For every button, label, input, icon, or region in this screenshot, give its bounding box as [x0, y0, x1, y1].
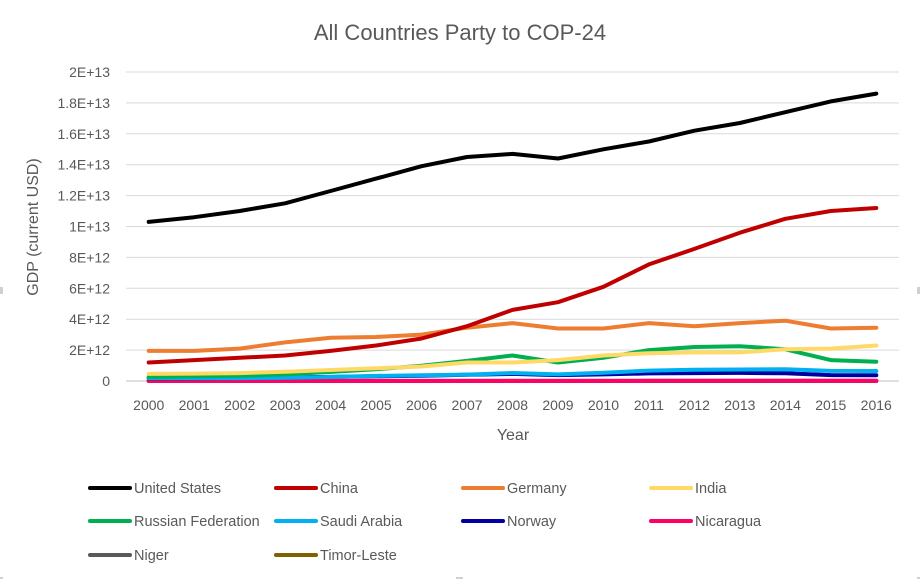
x-tick-label: 2004 [315, 397, 346, 413]
y-tick-label: 6E+12 [69, 280, 110, 296]
y-tick-label: 2E+13 [69, 64, 110, 80]
x-tick-label: 2016 [861, 397, 892, 413]
x-tick-label: 2010 [588, 397, 619, 413]
x-axis-label: Year [497, 427, 530, 444]
chart-title: All Countries Party to COP-24 [314, 20, 606, 45]
y-axis-label: GDP (current USD) [25, 158, 42, 296]
x-tick-label: 2011 [634, 397, 664, 413]
y-tick-label: 1.8E+13 [57, 95, 110, 111]
legend-label: Timor-Leste [320, 548, 397, 564]
y-tick-label: 1.6E+13 [57, 126, 110, 142]
legend-label: Nicaragua [695, 514, 762, 530]
x-tick-label: 2012 [679, 397, 710, 413]
resize-handle-left[interactable] [0, 287, 3, 294]
y-tick-label: 1.2E+13 [57, 188, 110, 204]
legend-label: United States [134, 481, 221, 497]
y-tick-label: 4E+12 [69, 311, 110, 327]
legend-label: Saudi Arabia [320, 514, 403, 530]
legend-label: China [320, 481, 359, 497]
x-tick-label: 2008 [497, 397, 528, 413]
y-tick-label: 2E+12 [69, 342, 110, 358]
x-tick-label: 2006 [406, 397, 437, 413]
legend-label: Russian Federation [134, 514, 260, 530]
x-tick-label: 2005 [361, 397, 392, 413]
x-tick-label: 2002 [224, 397, 255, 413]
x-tick-label: 2000 [133, 397, 164, 413]
x-tick-label: 2009 [542, 397, 573, 413]
x-tick-label: 2014 [770, 397, 801, 413]
x-tick-label: 2007 [451, 397, 482, 413]
legend-label: India [695, 481, 727, 497]
legend-label: Norway [507, 514, 557, 530]
x-tick-label: 2003 [270, 397, 301, 413]
legend-label: Niger [134, 548, 169, 564]
x-tick-labels: 2000 2001 2002 2003 2004 2005 2006 2007 2008 2009… [133, 397, 892, 413]
legend-label: Germany [507, 481, 567, 497]
y-tick-label: 1.4E+13 [57, 157, 110, 173]
x-tick-label: 2015 [815, 397, 846, 413]
y-tick-label: 8E+12 [69, 249, 110, 265]
y-tick-label: 1E+13 [69, 219, 110, 235]
x-tick-label: 2013 [724, 397, 755, 413]
y-tick-label: 0 [102, 373, 110, 389]
x-tick-label: 2001 [179, 397, 210, 413]
